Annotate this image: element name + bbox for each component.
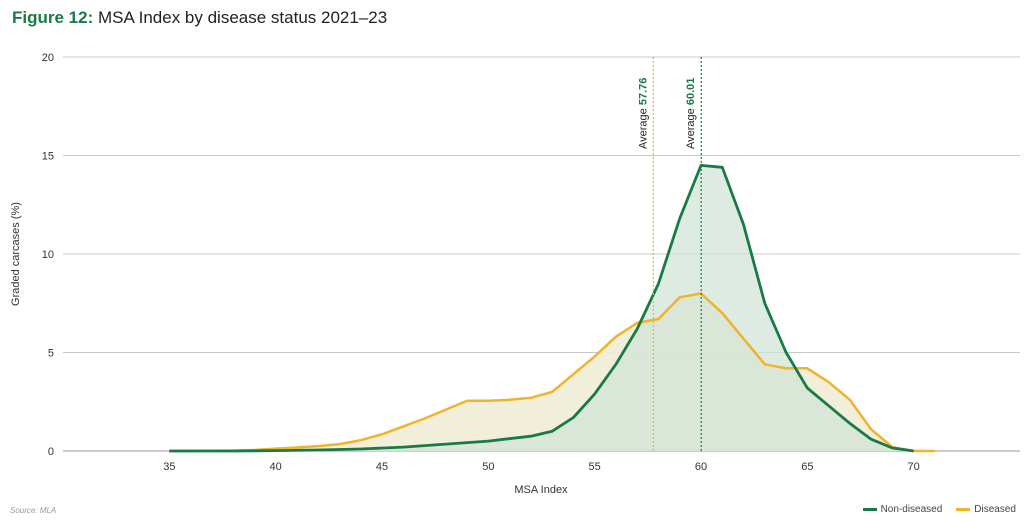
average-label-2: Average 60.01	[685, 78, 697, 149]
y-tick-label: 10	[42, 249, 54, 261]
legend: Non-diseased Diseased	[862, 504, 1016, 515]
line-diseased	[169, 292, 935, 453]
x-tick-label: 35	[163, 461, 175, 473]
x-tick-label: 45	[376, 461, 388, 473]
legend-label-non-diseased: Non-diseased	[880, 504, 943, 515]
legend-swatch-non-diseased	[862, 508, 877, 511]
series-areas	[169, 165, 935, 451]
y-tick-label: 0	[48, 446, 54, 458]
average-value: 60.01	[685, 78, 697, 106]
x-tick-label: 55	[589, 461, 601, 473]
y-tick-label: 15	[42, 151, 54, 163]
y-axis-label: Graded carcases (%)	[10, 202, 22, 306]
x-tick-label: 50	[482, 461, 494, 473]
legend-item-non-diseased: Non-diseased	[862, 504, 943, 515]
average-label-text: Average	[637, 105, 649, 149]
y-tick-label: 5	[48, 348, 54, 360]
y-tick-label: 20	[42, 52, 54, 64]
x-tick-label: 70	[908, 461, 920, 473]
x-tick-labels: 35 40 45 50 55 60 65 70	[163, 461, 920, 473]
average-value: 57.76	[637, 78, 649, 106]
y-tick-labels: 0 5 10 15 20	[42, 52, 54, 458]
series-lines	[169, 164, 935, 453]
source-note: Source: MLA	[10, 506, 57, 515]
average-label-1: Average 57.76	[637, 78, 649, 149]
grid-lines	[63, 56, 1020, 452]
legend-label-diseased: Diseased	[974, 504, 1016, 515]
legend-item-diseased: Diseased	[956, 504, 1016, 515]
x-tick-label: 60	[695, 461, 707, 473]
x-axis-label: MSA Index	[514, 484, 568, 496]
x-tick-label: 40	[270, 461, 282, 473]
legend-swatch-diseased	[956, 508, 971, 511]
x-tick-label: 65	[801, 461, 813, 473]
average-label-text: Average	[685, 105, 697, 149]
area-non-diseased	[169, 165, 914, 451]
line-non-diseased	[169, 164, 914, 453]
figure-number: Figure 12:	[12, 8, 94, 27]
figure-title: Figure 12: MSA Index by disease status 2…	[12, 8, 387, 28]
figure-title-text: MSA Index by disease status 2021–23	[97, 8, 388, 27]
